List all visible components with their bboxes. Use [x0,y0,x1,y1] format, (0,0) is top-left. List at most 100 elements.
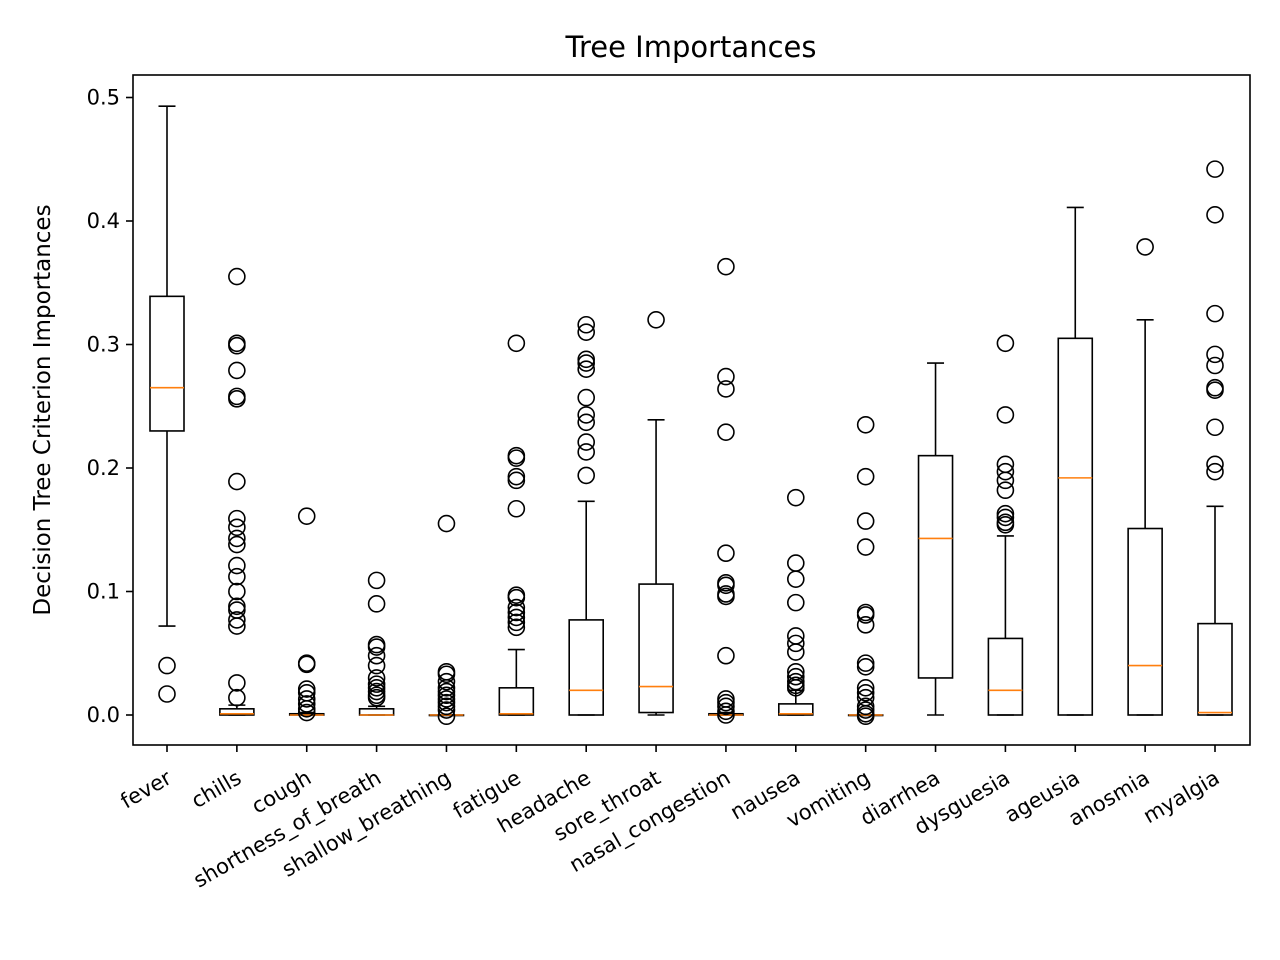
outlier-point [717,646,735,665]
outlier-point [437,686,456,705]
outlier-point [228,518,246,537]
outlier-point [786,593,805,612]
outlier-point [786,667,805,686]
outlier-point [996,508,1015,527]
outlier-point [577,323,596,341]
outlier-point [507,334,526,353]
outlier-point [367,675,386,693]
outlier-point [577,433,596,451]
outlier-point [786,570,805,588]
outlier-point [437,690,456,708]
outlier-point [786,643,805,661]
outlier-point [1206,304,1224,323]
outlier-point [367,571,386,590]
outlier-point [297,703,316,722]
outlier-point [437,679,456,697]
y-axis-label: Decision Tree Criterion Importances [30,204,56,615]
outlier-point [717,706,735,724]
outlier-point [786,672,805,691]
y-tick-label: 0.3 [87,333,120,357]
outlier-point [717,587,735,606]
outlier-point [507,618,526,637]
axes-frame [132,74,1251,746]
outlier-point [437,701,456,719]
outlier-point [228,472,246,491]
outlier-point [367,595,386,613]
outlier-point [856,654,875,672]
outlier-point [577,466,596,485]
outlier-point [856,707,875,726]
outlier-point [856,701,875,719]
outlier-point [786,634,805,653]
outlier-point [786,488,805,507]
outlier-point [437,514,456,533]
iqr-box [1197,622,1233,716]
outlier-point [228,390,246,408]
outlier-point [228,674,246,692]
y-tick-label: 0.4 [87,209,120,233]
y-tick-label: 0.0 [87,703,120,727]
outlier-point [437,665,456,684]
outlier-point [577,360,596,379]
outlier-point [228,688,246,707]
outlier-point [717,697,735,716]
outlier-point [228,556,246,575]
outlier-point [577,354,596,372]
outlier-point [717,257,735,276]
outlier-point [367,688,386,707]
y-tick-label: 0.2 [87,456,120,480]
outlier-point [297,690,316,708]
outlier-point [507,499,526,518]
outlier-point [228,509,246,528]
outlier-point [367,682,386,701]
outlier-point [437,697,456,716]
outlier-point [367,679,386,697]
outlier-point [297,680,316,698]
outlier-point [996,471,1015,490]
outlier-point [717,423,735,441]
outlier-point [717,702,735,721]
outlier-point [1206,160,1224,178]
outlier-point [856,415,875,434]
outlier-point [228,582,246,601]
outlier-point [367,646,386,665]
outlier-point [297,700,316,718]
outlier-point [507,449,526,467]
outlier-point [1136,238,1154,256]
iqr-box [1127,527,1163,716]
outlier-point [717,693,735,712]
outlier-point [507,467,526,486]
y-tick-label: 0.1 [87,580,120,604]
outlier-point [856,512,875,530]
outlier-point [367,638,386,656]
outlier-point [856,683,875,702]
outlier-point [577,350,596,369]
outlier-point [1206,455,1224,474]
outlier-point [507,471,526,490]
outlier-point [228,617,246,635]
outlier-point [297,507,316,525]
outlier-point [228,336,246,355]
outlier-point [367,669,386,687]
outlier-point [996,334,1015,353]
outlier-point [1206,345,1224,364]
iqr-box [638,583,674,714]
outlier-point [507,613,526,632]
outlier-point [228,267,246,286]
outlier-point [577,315,596,334]
outlier-point [1206,356,1224,375]
outlier-point [996,481,1015,500]
outlier-point [856,697,875,716]
outlier-point [507,608,526,627]
outlier-point [717,367,735,386]
outlier-point [717,576,735,595]
outlier-point [717,380,735,398]
outlier-point [577,443,596,461]
outlier-point [996,504,1015,523]
outlier-point [996,516,1015,534]
iqr-box [149,295,185,432]
outlier-point [577,413,596,432]
outlier-point [507,588,526,607]
outlier-point [228,535,246,554]
